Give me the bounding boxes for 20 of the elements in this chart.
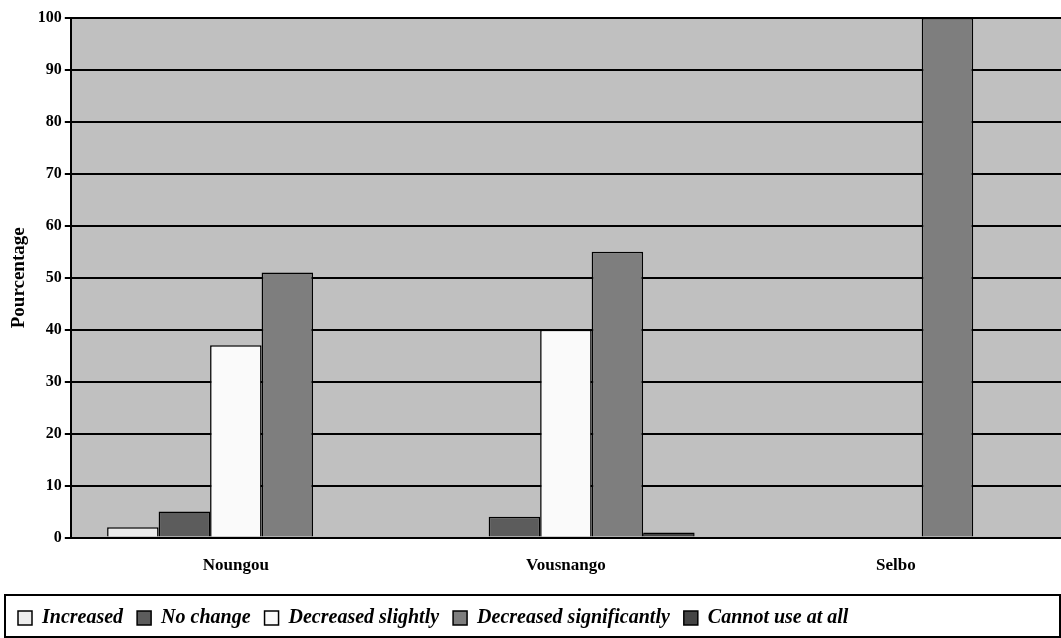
y-tick-label: 10 xyxy=(45,475,62,493)
y-tick-label: 20 xyxy=(45,423,62,441)
y-tick-label: 100 xyxy=(37,8,62,26)
legend-label: No change xyxy=(160,605,251,629)
legend-label: Decreased slightly xyxy=(287,605,440,629)
legend-label: Increased xyxy=(41,605,125,628)
y-tick-label: 50 xyxy=(45,267,62,285)
y-tick-label: 90 xyxy=(45,60,62,78)
legend-label: Decreased significantly xyxy=(476,605,670,629)
y-tick-label: 80 xyxy=(45,112,62,130)
x-tick-label: Vousnango xyxy=(526,555,606,575)
y-tick-label: 70 xyxy=(45,164,62,182)
x-tick-label: Noungou xyxy=(202,555,269,575)
y-tick-label: 60 xyxy=(45,215,62,233)
y-axis-title: Pourcentage xyxy=(7,227,29,329)
x-tick-label: Selbo xyxy=(876,555,916,575)
y-tick-label: 30 xyxy=(45,371,62,389)
y-tick-label: 40 xyxy=(45,319,62,337)
legend-label: Cannot use at all xyxy=(707,605,849,628)
y-tick-label: 0 xyxy=(53,527,62,545)
